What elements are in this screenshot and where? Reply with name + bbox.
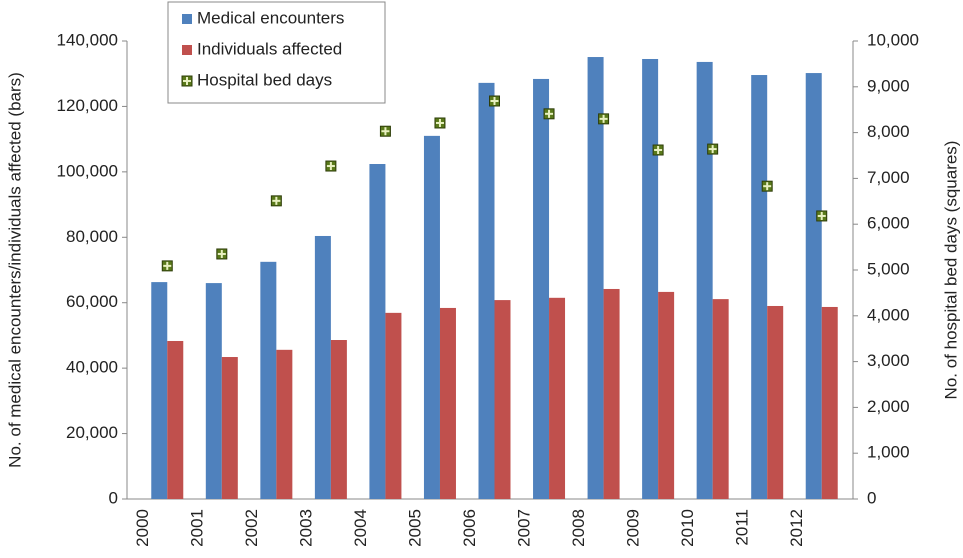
marker xyxy=(816,210,828,222)
bar xyxy=(167,340,184,499)
marker xyxy=(216,248,228,260)
bar xyxy=(205,283,222,499)
bar xyxy=(494,300,511,499)
y2-tick-label: 10,000 xyxy=(867,30,919,49)
y-tick-label: 0 xyxy=(109,488,118,507)
marker xyxy=(707,143,719,155)
x-tick-label: 2010 xyxy=(678,509,697,547)
marker xyxy=(379,125,391,137)
legend-label: Hospital bed days xyxy=(197,70,332,89)
y2-tick-label: 8,000 xyxy=(867,122,910,141)
bar xyxy=(767,305,784,499)
bar xyxy=(587,57,604,499)
y-tick-label: 40,000 xyxy=(66,358,118,377)
bar xyxy=(260,261,277,499)
bar xyxy=(439,307,456,499)
bar xyxy=(549,297,566,499)
bar xyxy=(369,164,386,499)
marker xyxy=(598,113,610,125)
x-tick-label: 2007 xyxy=(515,509,534,547)
x-tick-label: 2011 xyxy=(733,509,752,546)
bar xyxy=(805,73,822,499)
y-tick-label: 60,000 xyxy=(66,292,118,311)
y-tick-label: 80,000 xyxy=(66,227,118,246)
legend-swatch xyxy=(182,45,192,55)
y2-tick-label: 3,000 xyxy=(867,351,910,370)
marker xyxy=(161,260,173,272)
y-axis-label: No. of medical encounters/individuals af… xyxy=(5,72,24,468)
x-tick-label: 2002 xyxy=(242,509,261,547)
x-tick-label: 2012 xyxy=(787,509,806,547)
bar xyxy=(696,61,713,500)
bar xyxy=(658,291,675,499)
marker xyxy=(652,144,664,156)
y2-tick-label: 0 xyxy=(867,488,876,507)
legend-label: Medical encounters xyxy=(197,8,344,27)
marker xyxy=(761,180,773,192)
bar xyxy=(330,340,347,499)
y2-tick-label: 4,000 xyxy=(867,305,910,324)
x-tick-label: 2006 xyxy=(460,509,479,547)
x-tick-label: 2001 xyxy=(187,509,206,547)
x-tick-label: 2005 xyxy=(405,509,424,547)
y-tick-label: 140,000 xyxy=(57,30,118,49)
bar xyxy=(642,58,659,499)
y2-tick-label: 9,000 xyxy=(867,76,910,95)
bar xyxy=(276,349,293,499)
bar xyxy=(385,312,402,499)
bar xyxy=(751,75,768,499)
legend-box xyxy=(167,1,386,104)
bar xyxy=(423,135,440,499)
bar xyxy=(151,282,168,499)
legend-label: Individuals affected xyxy=(197,39,342,58)
bar xyxy=(712,299,729,499)
y2-axis-label: No. of hospital bed days (squares) xyxy=(941,141,960,400)
marker xyxy=(543,108,555,120)
legend-swatch xyxy=(181,75,193,87)
bar xyxy=(603,288,620,499)
x-tick-label: 2008 xyxy=(569,509,588,547)
y2-tick-label: 5,000 xyxy=(867,259,910,278)
y-tick-label: 100,000 xyxy=(57,161,118,180)
marker xyxy=(270,195,282,207)
y-tick-label: 20,000 xyxy=(66,423,118,442)
y2-tick-label: 2,000 xyxy=(867,397,910,416)
bar xyxy=(821,306,838,499)
x-tick-label: 2003 xyxy=(296,509,315,547)
x-tick-label: 2000 xyxy=(133,509,152,547)
marker xyxy=(325,160,337,172)
y2-tick-label: 7,000 xyxy=(867,168,910,187)
bar xyxy=(533,78,550,499)
marker xyxy=(434,117,446,129)
x-tick-label: 2009 xyxy=(624,509,643,547)
legend-swatch xyxy=(182,14,192,24)
marker xyxy=(489,95,500,107)
y2-tick-label: 6,000 xyxy=(867,214,910,233)
bar xyxy=(314,235,331,499)
x-tick-label: 2004 xyxy=(351,509,370,547)
y2-tick-label: 1,000 xyxy=(867,443,910,462)
bar xyxy=(478,82,495,500)
y-tick-label: 120,000 xyxy=(57,96,118,115)
bar xyxy=(221,357,238,499)
